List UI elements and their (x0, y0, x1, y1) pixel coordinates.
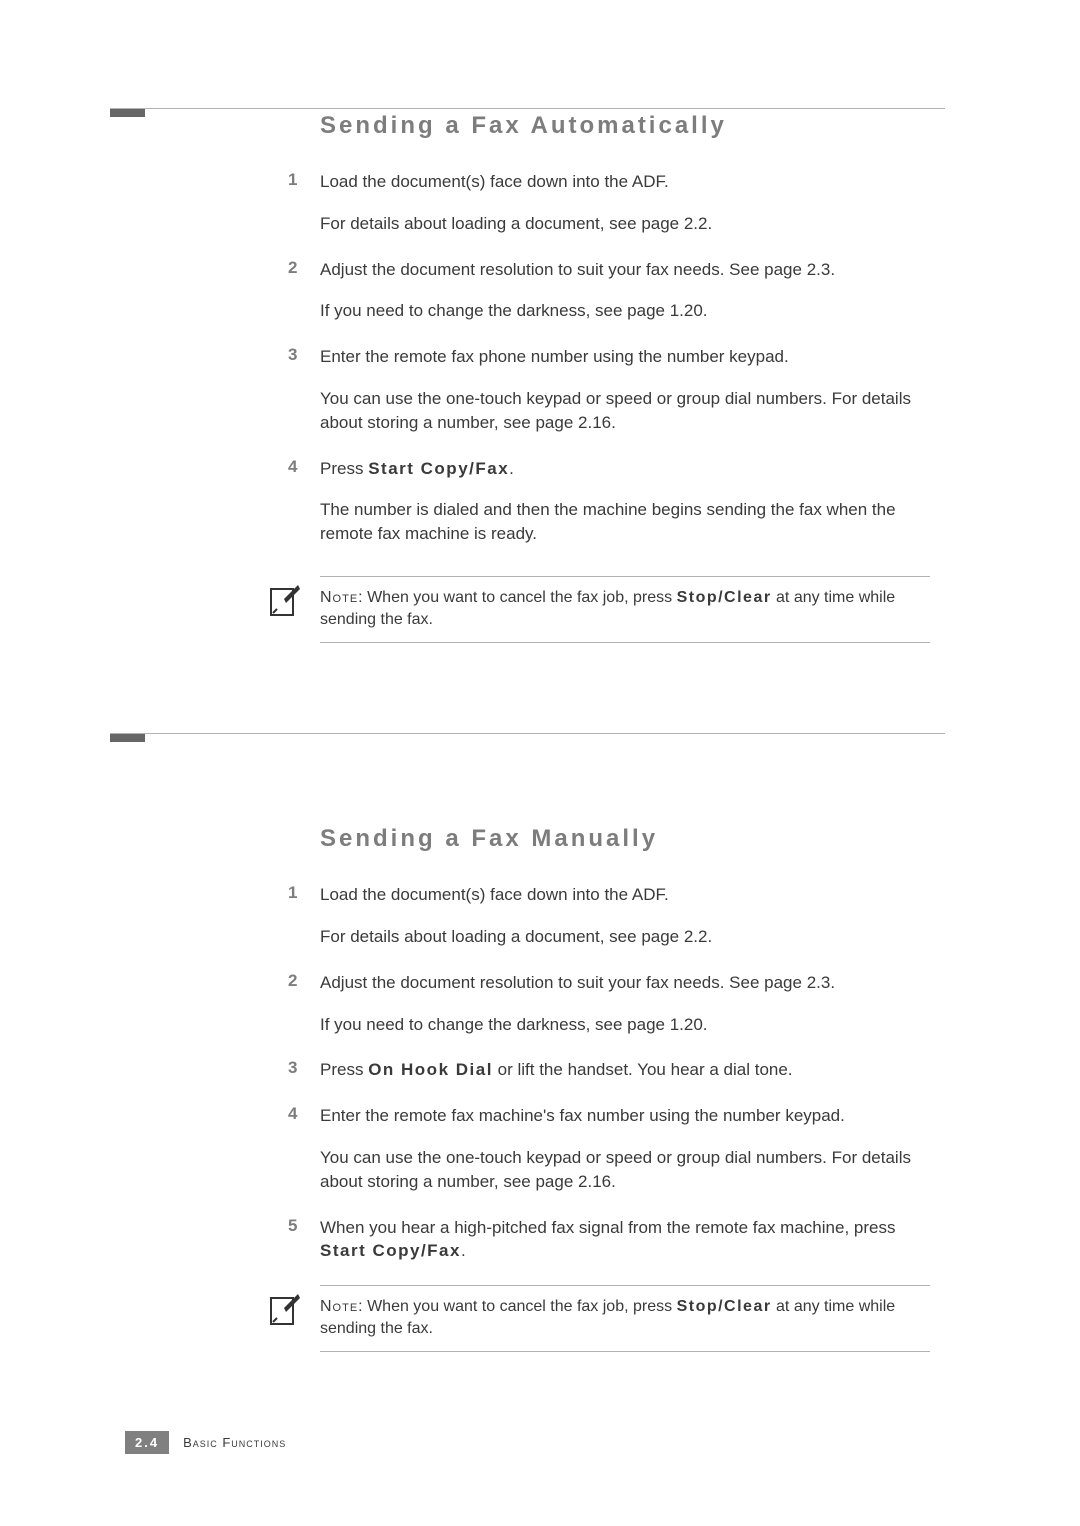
step-text: Enter the remote fax machine's fax numbe… (320, 1104, 930, 1128)
step-number: 2 (288, 971, 297, 991)
step: 2 Adjust the document resolution to suit… (320, 258, 930, 324)
step: 1 Load the document(s) face down into th… (320, 883, 930, 949)
note-block: Note: When you want to cancel the fax jo… (320, 576, 930, 643)
step-text: The number is dialed and then the machin… (320, 498, 930, 546)
page-number-badge: 2.4 (125, 1431, 169, 1454)
step-text: Adjust the document resolution to suit y… (320, 971, 930, 995)
step-list: 1 Load the document(s) face down into th… (320, 883, 930, 1263)
bold-label: Start Copy/Fax (368, 459, 509, 478)
step-number: 1 (288, 883, 297, 903)
step-text: You can use the one-touch keypad or spee… (320, 1146, 930, 1194)
note-sheet-pen-icon (270, 583, 304, 617)
step: 3 Enter the remote fax phone number usin… (320, 345, 930, 434)
step-text: You can use the one-touch keypad or spee… (320, 387, 930, 435)
inline-text: When you hear a high-pitched fax signal … (320, 1218, 895, 1237)
step-number: 5 (288, 1216, 297, 1236)
bold-label: Stop/Clear (677, 1298, 772, 1315)
bold-label: On Hook Dial (368, 1060, 493, 1079)
step-text: Press Start Copy/Fax. (320, 457, 930, 481)
note-label: Note (320, 1298, 358, 1315)
inline-text: . (461, 1241, 466, 1260)
inline-text: . (509, 459, 514, 478)
step-text: Enter the remote fax phone number using … (320, 345, 930, 369)
note-text: Note: When you want to cancel the fax jo… (320, 1296, 930, 1339)
bold-label: Stop/Clear (677, 589, 772, 606)
manual-page: Sending a Fax Automatically 1 Load the d… (0, 0, 1080, 1526)
step: 4 Enter the remote fax machine's fax num… (320, 1104, 930, 1193)
step-text: Load the document(s) face down into the … (320, 883, 930, 907)
step-text: For details about loading a document, se… (320, 925, 930, 949)
note-sheet-pen-icon (270, 1292, 304, 1326)
page-footer: 2.4 Basic Functions (125, 1431, 286, 1454)
step: 2 Adjust the document resolution to suit… (320, 971, 930, 1037)
horizontal-rule (110, 108, 945, 109)
inline-text: Press (320, 1060, 368, 1079)
section-marker-block (110, 734, 145, 742)
note-label: Note (320, 589, 358, 606)
step: 4 Press Start Copy/Fax. The number is di… (320, 457, 930, 546)
step-number: 3 (288, 345, 297, 365)
inline-text: : When you want to cancel the fax job, p… (358, 589, 676, 606)
footer-chapter-label: Basic Functions (183, 1435, 286, 1450)
inline-text: Press (320, 459, 368, 478)
step: 5 When you hear a high-pitched fax signa… (320, 1216, 930, 1264)
step-number: 2 (288, 258, 297, 278)
step-number: 4 (288, 1104, 297, 1124)
step-text: Load the document(s) face down into the … (320, 170, 930, 194)
step-text: Adjust the document resolution to suit y… (320, 258, 930, 282)
inline-text: : When you want to cancel the fax job, p… (358, 1298, 676, 1315)
bold-label: Start Copy/Fax (320, 1241, 461, 1260)
step: 1 Load the document(s) face down into th… (320, 170, 930, 236)
section-marker-block (110, 109, 145, 117)
horizontal-rule (110, 733, 945, 734)
section-heading: Sending a Fax Manually (320, 825, 930, 853)
note-text: Note: When you want to cancel the fax jo… (320, 587, 930, 630)
section-heading: Sending a Fax Automatically (320, 112, 930, 140)
step-text: When you hear a high-pitched fax signal … (320, 1216, 930, 1264)
step-number: 3 (288, 1058, 297, 1078)
step-list: 1 Load the document(s) face down into th… (320, 170, 930, 546)
step-text: If you need to change the darkness, see … (320, 299, 930, 323)
note-block: Note: When you want to cancel the fax jo… (320, 1285, 930, 1352)
step-number: 4 (288, 457, 297, 477)
section-sending-fax-manually: Sending a Fax Manually 1 Load the docume… (0, 733, 1080, 1352)
inline-text: or lift the handset. You hear a dial ton… (493, 1060, 793, 1079)
step-text: If you need to change the darkness, see … (320, 1013, 930, 1037)
step-number: 1 (288, 170, 297, 190)
step: 3 Press On Hook Dial or lift the handset… (320, 1058, 930, 1082)
step-text: Press On Hook Dial or lift the handset. … (320, 1058, 930, 1082)
step-text: For details about loading a document, se… (320, 212, 930, 236)
section-sending-fax-automatically: Sending a Fax Automatically 1 Load the d… (0, 0, 1080, 643)
